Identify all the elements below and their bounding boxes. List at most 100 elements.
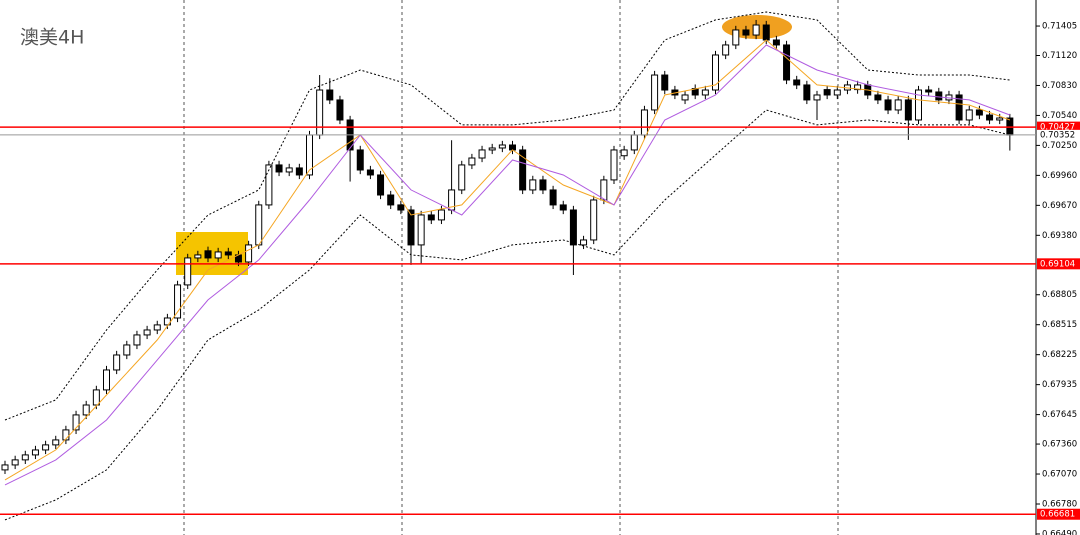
candle-body bbox=[326, 89, 334, 101]
candle-body bbox=[965, 109, 973, 121]
candle-body bbox=[539, 179, 547, 191]
candle-body bbox=[52, 439, 60, 446]
candle-body bbox=[275, 164, 283, 173]
candle-body bbox=[904, 99, 912, 121]
candle-body bbox=[590, 199, 598, 241]
candle-body bbox=[437, 209, 445, 221]
chart-title: 澳美4H bbox=[20, 27, 84, 49]
candle-body bbox=[783, 44, 791, 81]
candle-body bbox=[204, 250, 212, 259]
candle-body bbox=[417, 214, 425, 246]
candle-body bbox=[214, 251, 222, 259]
moving-average bbox=[4, 39, 1011, 481]
candle-body bbox=[31, 449, 39, 456]
candle-body bbox=[366, 169, 374, 176]
y-tick-label: 0.68515 bbox=[1042, 320, 1077, 330]
y-tick-label: 0.71120 bbox=[1042, 51, 1077, 61]
candle-body bbox=[833, 89, 841, 96]
candle-body bbox=[986, 114, 994, 121]
candle-body bbox=[772, 39, 780, 46]
period-separators bbox=[183, 0, 839, 535]
candle-body bbox=[975, 109, 983, 116]
candle-body bbox=[42, 444, 50, 451]
candle-body bbox=[194, 254, 202, 259]
candle-body bbox=[113, 354, 121, 371]
y-tick-label: 0.69960 bbox=[1042, 171, 1077, 181]
candle-body bbox=[103, 369, 110, 391]
candle-body bbox=[630, 134, 638, 151]
candle-body bbox=[712, 54, 719, 91]
candle-body bbox=[336, 99, 344, 121]
candle-body bbox=[752, 24, 760, 36]
candle-body bbox=[580, 239, 588, 246]
candle-body bbox=[813, 94, 821, 101]
candle-body bbox=[610, 149, 618, 181]
candle-body bbox=[732, 29, 740, 46]
candle-body bbox=[245, 244, 253, 263]
candle-body bbox=[884, 99, 892, 111]
candle-body bbox=[316, 89, 324, 136]
y-tick-label: 0.66780 bbox=[1042, 499, 1077, 509]
candle-body bbox=[458, 164, 466, 191]
level-label-bg bbox=[1037, 508, 1080, 520]
candle-body bbox=[21, 454, 29, 461]
band-line bbox=[4, 11, 1010, 421]
candle-body bbox=[184, 257, 192, 286]
candle-body bbox=[143, 329, 151, 336]
candle-body bbox=[488, 147, 496, 151]
candle-body bbox=[925, 89, 933, 93]
y-tick-label: 0.70250 bbox=[1042, 141, 1077, 151]
last-price-label: 0.70352 bbox=[1040, 130, 1075, 140]
candle-body bbox=[356, 149, 364, 171]
candle-body bbox=[722, 44, 730, 56]
candle-body bbox=[529, 179, 537, 191]
candle-body bbox=[387, 194, 395, 206]
candle-body bbox=[651, 74, 659, 111]
candle-body bbox=[681, 94, 689, 101]
candle-body bbox=[478, 149, 486, 159]
candle-body bbox=[285, 167, 293, 173]
candle-body bbox=[823, 89, 831, 96]
last-price-label-bg bbox=[1037, 129, 1080, 140]
y-tick-label: 0.69670 bbox=[1042, 201, 1077, 211]
candle-body bbox=[793, 79, 801, 86]
candle-body bbox=[224, 251, 232, 256]
candle-body bbox=[894, 99, 902, 111]
candle-body bbox=[509, 144, 516, 151]
y-tick-label: 0.70540 bbox=[1042, 111, 1077, 121]
candle-body bbox=[955, 94, 963, 121]
candle-body bbox=[11, 459, 19, 466]
y-tick-label: 0.68805 bbox=[1042, 290, 1077, 300]
candle-body bbox=[874, 94, 882, 101]
y-tick-label: 0.71405 bbox=[1042, 22, 1077, 32]
y-tick-label: 0.67070 bbox=[1042, 470, 1077, 480]
candle-body bbox=[295, 167, 303, 176]
candle-body bbox=[569, 209, 577, 246]
candle-body bbox=[92, 389, 100, 406]
band-line bbox=[4, 109, 1011, 521]
candle-body bbox=[377, 174, 385, 196]
candle-body bbox=[549, 189, 557, 206]
candle-body bbox=[600, 179, 608, 201]
candle-body bbox=[174, 284, 182, 319]
candle-body bbox=[762, 24, 770, 41]
candle-body bbox=[640, 109, 648, 136]
candle-body bbox=[661, 74, 669, 91]
level-label-bg bbox=[1037, 121, 1080, 133]
y-tick-label: 0.66490 bbox=[1042, 529, 1077, 535]
y-tick-label: 0.67935 bbox=[1042, 380, 1077, 390]
candle-body bbox=[742, 29, 750, 36]
y-tick-label: 0.67360 bbox=[1042, 440, 1077, 450]
y-tick-label: 0.70830 bbox=[1042, 81, 1077, 91]
candle-body bbox=[935, 91, 943, 101]
y-tick-label: 0.67645 bbox=[1042, 410, 1077, 420]
candle-body bbox=[62, 429, 70, 441]
candle-body bbox=[123, 344, 131, 356]
candle-body bbox=[915, 89, 922, 121]
candle-body bbox=[996, 117, 1004, 121]
candle-body bbox=[701, 89, 709, 96]
candle-body bbox=[397, 204, 405, 211]
